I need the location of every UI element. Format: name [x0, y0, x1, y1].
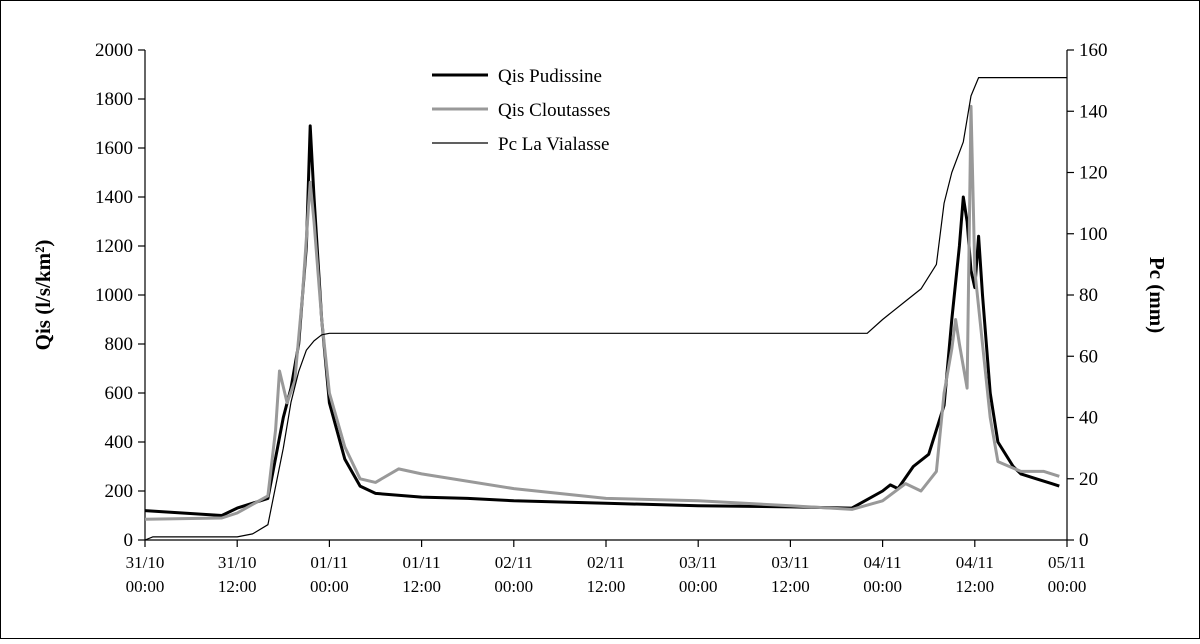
x-tick-label-line: 01/11: [403, 553, 441, 572]
x-tick-label: 05/11 00:00: [1048, 553, 1087, 596]
legend-label: Pc La Vialasse: [498, 134, 609, 155]
y2-tick-label: 40: [1079, 408, 1098, 429]
y2-tick-label: 100: [1079, 224, 1108, 245]
y2-tick-label: 160: [1079, 40, 1108, 61]
legend-label: Qis Pudissine: [498, 66, 602, 87]
x-tick-label: 04/11 12:00: [955, 553, 994, 596]
x-tick-label-line: 31/10: [126, 553, 165, 572]
x-tick-label-line: 31/10: [218, 553, 257, 572]
x-tick-label-line: 04/11: [956, 553, 994, 572]
y-tick-label: 200: [105, 481, 134, 502]
y-tick-label: 1200: [95, 236, 133, 257]
legend-label: Qis Cloutasses: [498, 100, 610, 121]
y2-tick-label: 80: [1079, 285, 1098, 306]
y-tick-label: 1800: [95, 89, 133, 110]
series-line: [144, 104, 1060, 521]
y-tick-label: 1600: [95, 138, 133, 159]
x-tick-label-line: 04/11: [864, 553, 902, 572]
x-tick-label-line: 05/11: [1048, 553, 1086, 572]
y-tick-label: 600: [105, 383, 134, 404]
x-tick-label-line: 12:00: [402, 577, 441, 596]
x-tick-label: 03/11 00:00: [679, 553, 718, 596]
x-tick-label-line: 02/11: [587, 553, 625, 572]
x-tick-label-line: 12:00: [587, 577, 626, 596]
y-tick-label: 400: [105, 432, 134, 453]
x-tick-label-line: 12:00: [955, 577, 994, 596]
x-tick-label: 03/11 12:00: [771, 553, 810, 596]
x-tick-label: 31/10 00:00: [126, 553, 165, 596]
x-tick-label: 04/11 00:00: [863, 553, 902, 596]
x-tick-label-line: 03/11: [679, 553, 717, 572]
y-tick-label: 2000: [95, 40, 133, 61]
x-tick-label-line: 00:00: [863, 577, 902, 596]
y-tick-label: 0: [124, 530, 134, 551]
y-tick-label: 1000: [95, 285, 133, 306]
y2-tick-label: 140: [1079, 101, 1108, 122]
x-tick-label: 01/11 00:00: [310, 553, 349, 596]
x-tick-label-line: 00:00: [126, 577, 165, 596]
x-tick-label-line: 00:00: [494, 577, 533, 596]
y2-tick-label: 120: [1079, 163, 1108, 184]
x-tick-label-line: 03/11: [771, 553, 809, 572]
x-tick-label: 02/11 00:00: [494, 553, 533, 596]
x-tick-label: 01/11 12:00: [402, 553, 441, 596]
y2-tick-label: 20: [1079, 469, 1098, 490]
x-tick-label-line: 01/11: [310, 553, 348, 572]
x-tick-label: 02/11 12:00: [587, 553, 626, 596]
y-tick-label: 800: [105, 334, 134, 355]
y-tick-label: 1400: [95, 187, 133, 208]
x-tick-label: 31/10 12:00: [218, 553, 257, 596]
x-tick-label-line: 12:00: [218, 577, 257, 596]
y-axis-label: Qis (l/s/km²): [31, 240, 55, 351]
y2-axis-label: Pc (mm): [1145, 257, 1169, 333]
x-tick-label-line: 12:00: [771, 577, 810, 596]
y2-tick-label: 0: [1079, 530, 1089, 551]
x-tick-label-line: 00:00: [1048, 577, 1087, 596]
x-tick-label-line: 00:00: [310, 577, 349, 596]
y2-tick-label: 60: [1079, 346, 1098, 367]
x-tick-label-line: 02/11: [495, 553, 533, 572]
series-line: [144, 77, 1067, 541]
x-tick-label-line: 00:00: [679, 577, 718, 596]
